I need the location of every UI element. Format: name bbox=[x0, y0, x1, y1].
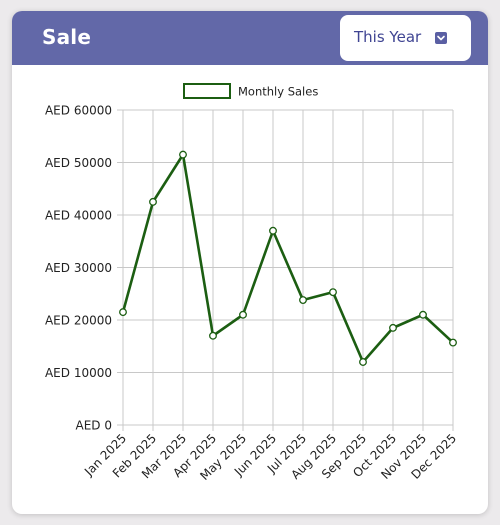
y-tick-label: AED 30000 bbox=[45, 261, 112, 275]
y-tick-label: AED 20000 bbox=[45, 314, 112, 328]
card-title: Sale bbox=[42, 25, 92, 49]
card-header: Sale This Year bbox=[12, 11, 488, 65]
chevron-down-icon bbox=[435, 32, 447, 44]
data-point bbox=[389, 323, 397, 332]
y-tick-label: AED 50000 bbox=[45, 156, 112, 170]
data-point bbox=[269, 226, 277, 235]
data-point bbox=[359, 358, 367, 366]
y-tick-label: AED 60000 bbox=[45, 104, 112, 118]
time-range-value: This Year bbox=[354, 28, 422, 46]
data-point bbox=[239, 310, 247, 319]
y-tick-label: AED 40000 bbox=[45, 209, 112, 223]
data-point bbox=[449, 338, 457, 347]
y-tick-label: AED 0 bbox=[76, 419, 112, 433]
data-point bbox=[149, 197, 157, 206]
data-point bbox=[179, 150, 187, 159]
data-point bbox=[329, 288, 337, 297]
data-point bbox=[419, 310, 427, 319]
y-tick-label: AED 10000 bbox=[45, 366, 112, 380]
data-point bbox=[299, 296, 307, 304]
legend-swatch bbox=[183, 83, 231, 99]
time-range-select[interactable]: This Year bbox=[340, 15, 471, 61]
series-line-monthly-sales bbox=[121, 153, 454, 364]
data-point bbox=[119, 308, 127, 317]
legend-label: Monthly Sales bbox=[238, 85, 318, 99]
sale-card: Sale This Year bbox=[12, 11, 488, 514]
data-point bbox=[209, 331, 217, 340]
